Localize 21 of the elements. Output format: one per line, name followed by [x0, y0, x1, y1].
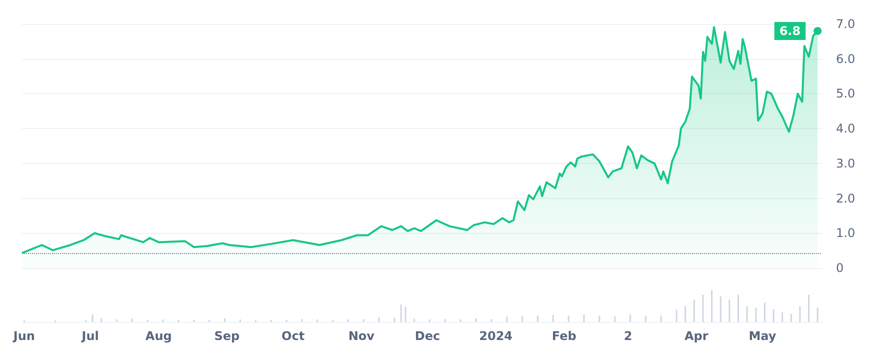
y-tick-label: 7.0	[836, 17, 856, 31]
data-label: 6.8	[779, 24, 801, 38]
y-tick-label: 3.0	[836, 156, 856, 170]
y-tick-label: 6.0	[836, 52, 856, 66]
x-tick-label: Apr	[684, 329, 708, 343]
y-tick-label: 2.0	[836, 191, 856, 206]
x-tick-label: 2	[624, 329, 632, 343]
y-tick-label: 4.0	[836, 122, 856, 136]
x-tick-label: 2024	[479, 329, 513, 343]
x-tick-label: Feb	[552, 329, 577, 343]
y-tick-label: 1.0	[836, 226, 856, 240]
x-tick-label: May	[748, 329, 776, 343]
y-tick-label: 5.0	[836, 86, 856, 101]
x-tick-label: Dec	[414, 329, 440, 343]
y-tick-label: 0	[836, 261, 844, 275]
x-tick-label: Sep	[214, 329, 240, 343]
x-tick-label: Oct	[282, 329, 305, 343]
x-tick-label: Jul	[80, 329, 99, 343]
x-tick-label: Jun	[12, 329, 35, 343]
x-tick-label: Aug	[145, 329, 172, 343]
x-tick-label: Nov	[348, 329, 375, 343]
